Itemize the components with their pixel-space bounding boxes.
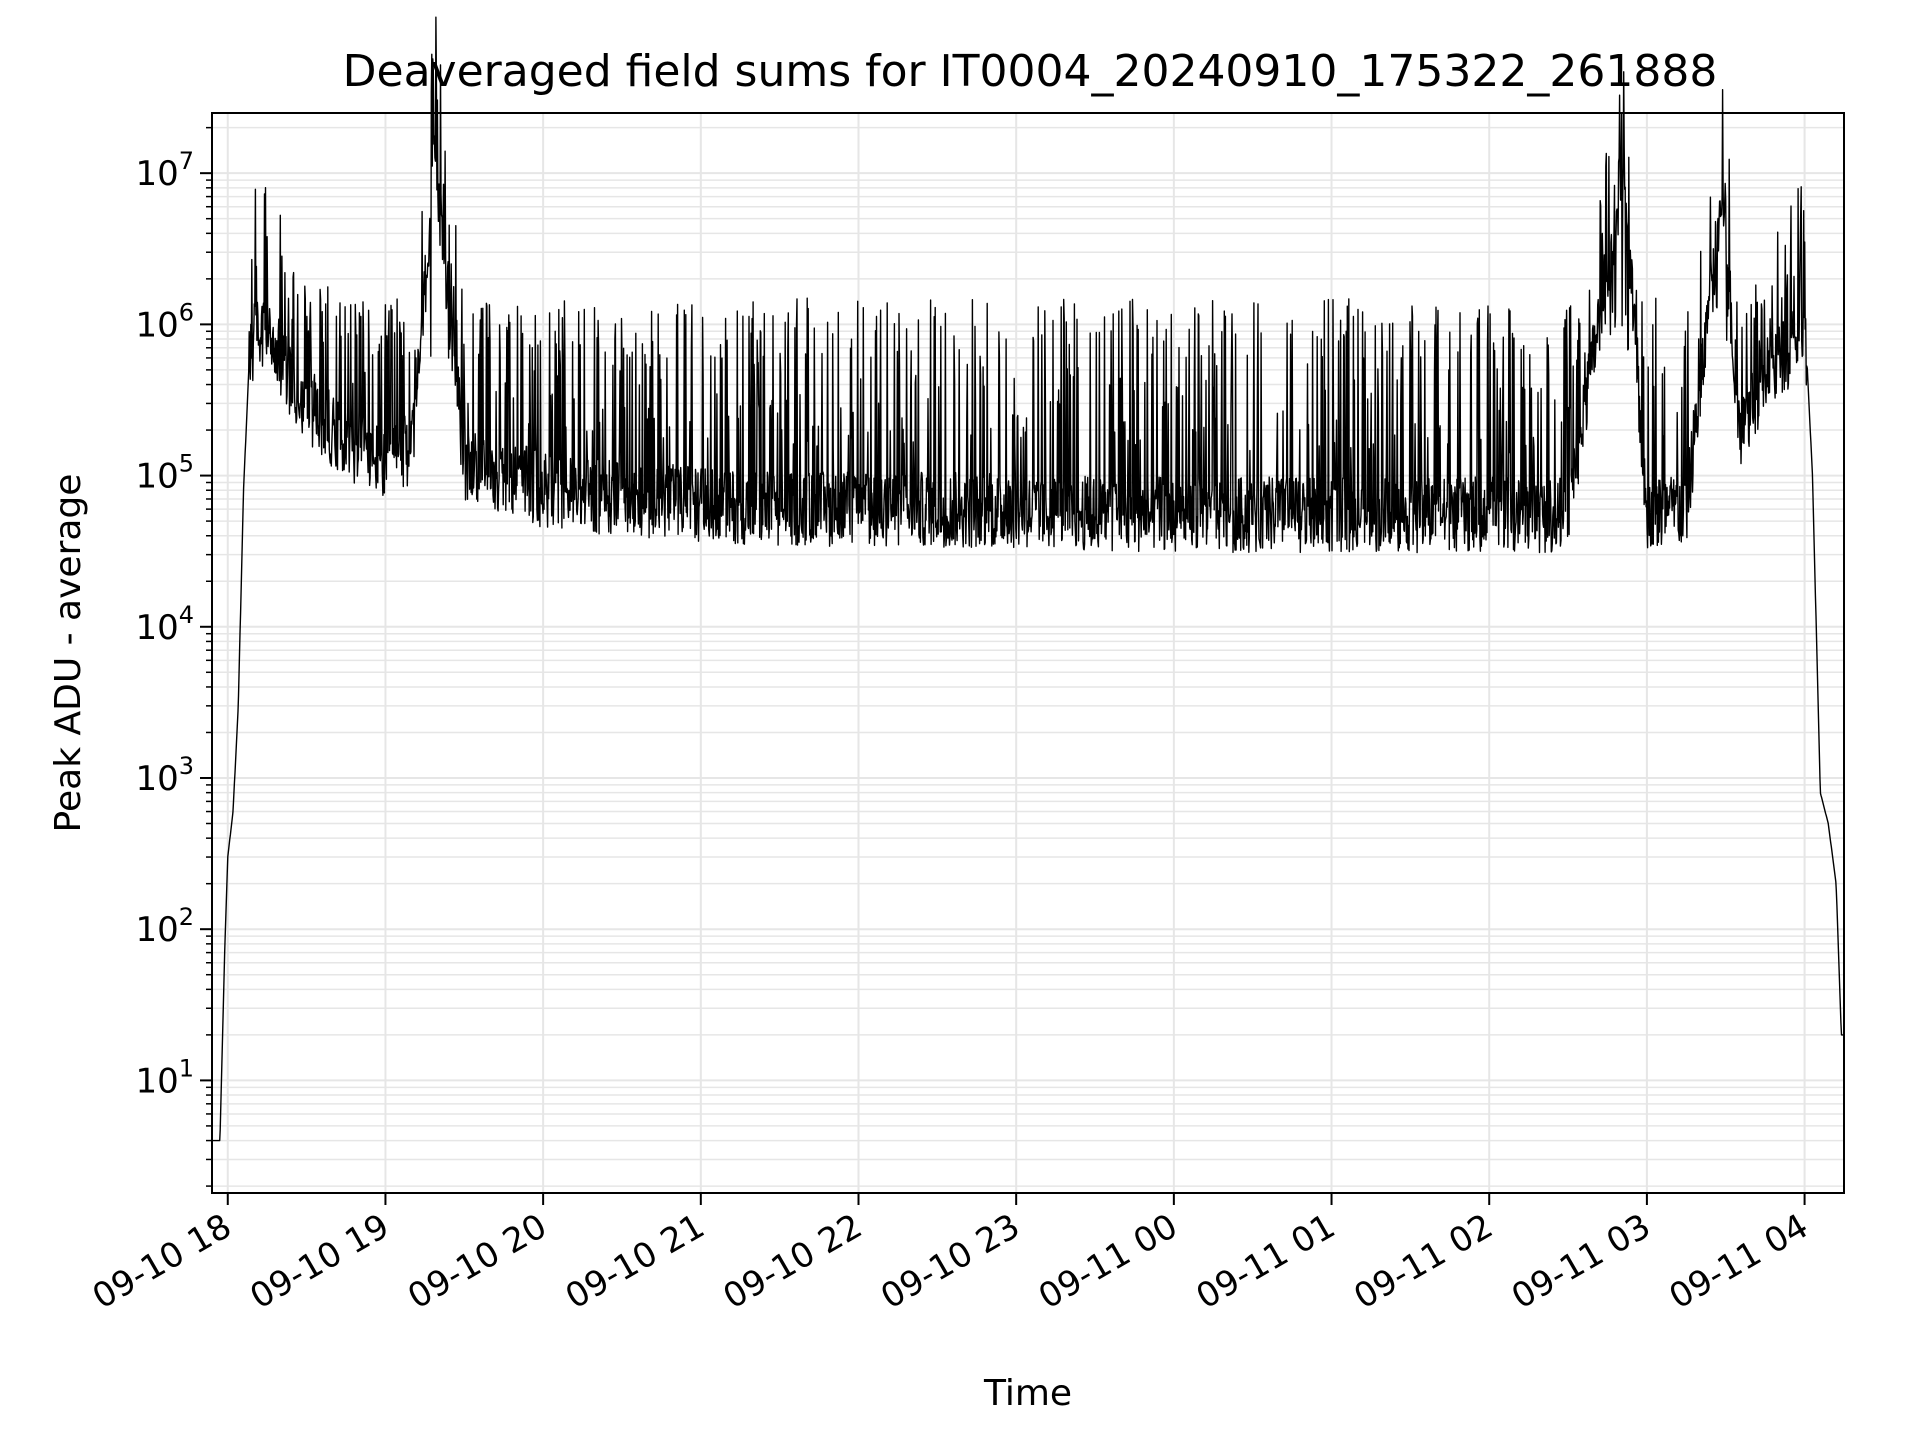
y-tick-exponent: 3	[179, 752, 194, 780]
chart-title: Deaveraged field sums for IT0004_2024091…	[343, 46, 1718, 97]
y-tick-label: 102	[135, 903, 194, 950]
series	[211, 16, 1845, 1142]
y-tick-base: 10	[135, 457, 178, 497]
y-axis-title: Peak ADU - average	[48, 474, 89, 833]
y-tick-base: 10	[135, 910, 178, 950]
y-tick-base: 10	[135, 1061, 178, 1101]
y-tick-label: 105	[135, 450, 194, 497]
y-tick-label: 107	[135, 147, 194, 194]
y-tick-exponent: 7	[179, 147, 194, 175]
y-tick-exponent: 6	[179, 298, 194, 326]
x-axis-title: Time	[983, 1373, 1072, 1414]
y-tick-base: 10	[135, 608, 178, 648]
y-tick-base: 10	[135, 305, 178, 345]
plot-frame	[211, 112, 1845, 1194]
y-tick-exponent: 2	[179, 903, 194, 931]
y-tick-base: 10	[135, 154, 178, 194]
series-line	[211, 16, 1845, 1142]
y-tick-label: 106	[135, 298, 194, 345]
y-tick-label: 104	[135, 601, 194, 648]
y-tick-base: 10	[135, 759, 178, 799]
y-tick-exponent: 1	[179, 1054, 194, 1082]
grid	[212, 113, 1844, 1193]
y-tick-exponent: 4	[179, 601, 194, 629]
y-tick-exponent: 5	[179, 450, 194, 478]
y-tick-label: 103	[135, 752, 194, 799]
y-tick-label: 101	[135, 1054, 194, 1101]
